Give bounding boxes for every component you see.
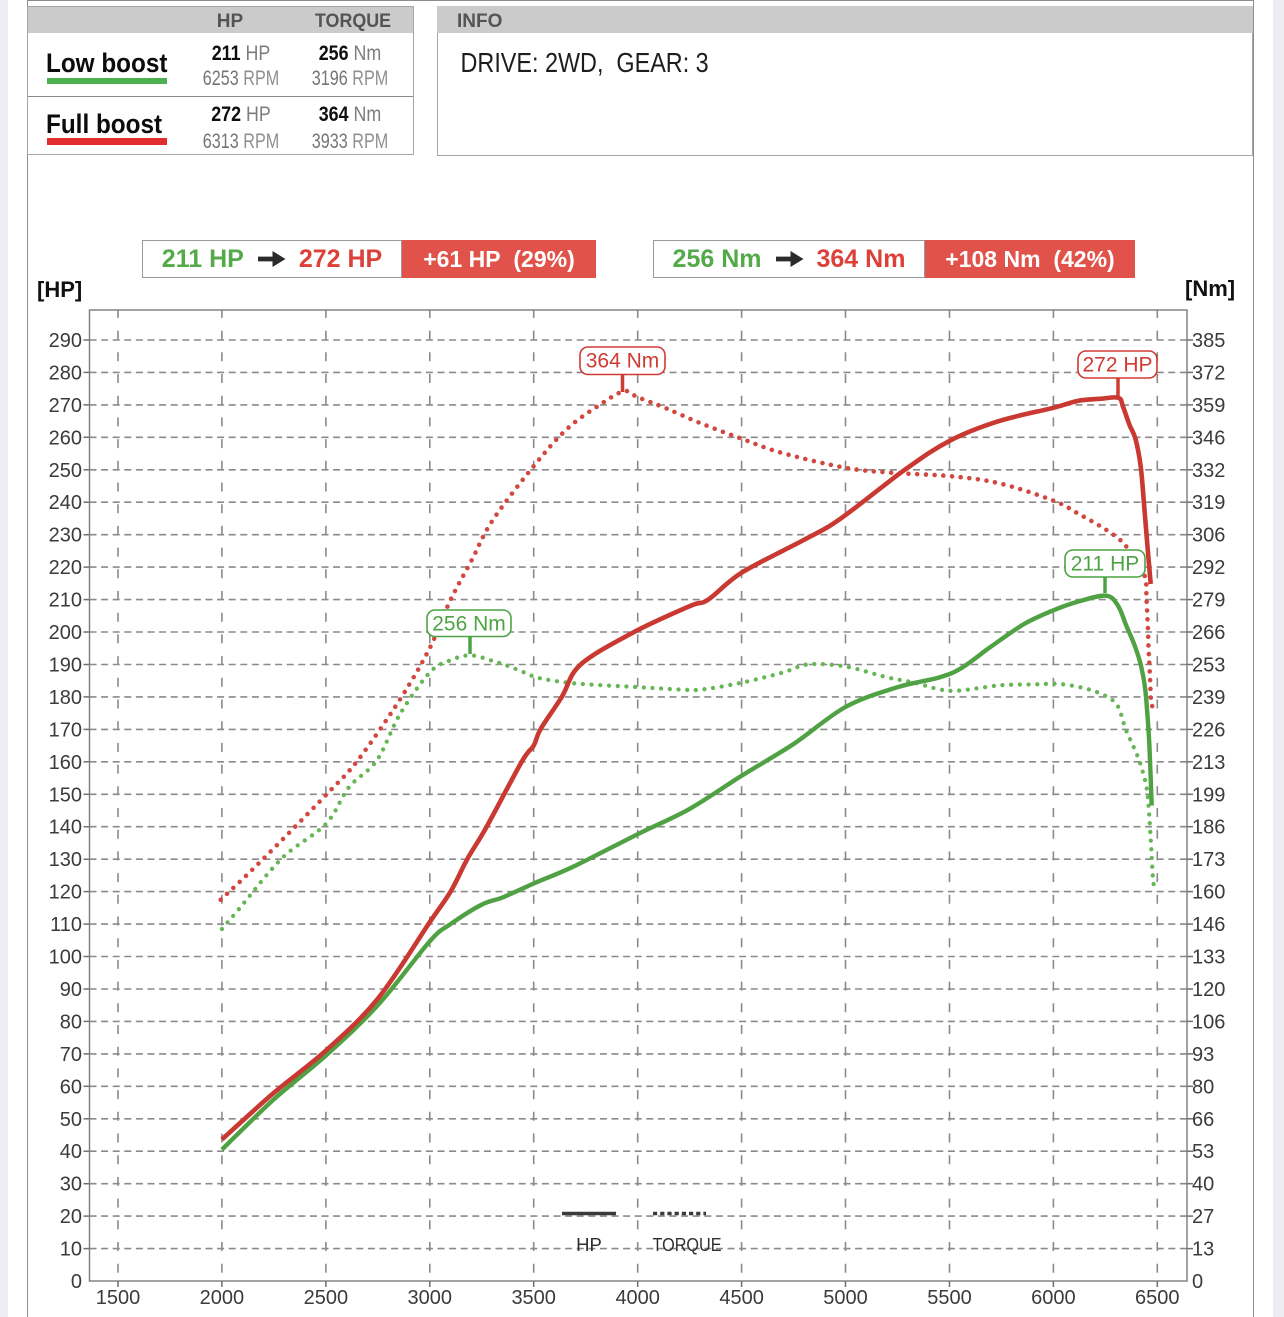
svg-text:160: 160 [49,752,82,774]
svg-text:319: 319 [1192,492,1225,514]
svg-text:130: 130 [49,849,82,871]
svg-text:290: 290 [49,330,82,352]
svg-text:120: 120 [1192,979,1225,1001]
svg-text:60: 60 [60,1076,82,1098]
svg-text:160: 160 [1192,882,1225,904]
svg-text:200: 200 [49,622,82,644]
svg-text:173: 173 [1192,849,1225,871]
svg-text:40: 40 [1192,1174,1214,1196]
svg-text:20: 20 [60,1206,82,1228]
svg-text:239: 239 [1192,687,1225,709]
svg-text:13: 13 [1192,1239,1214,1261]
svg-text:170: 170 [49,719,82,741]
svg-text:110: 110 [50,914,82,936]
svg-text:150: 150 [49,784,82,806]
svg-text:332: 332 [1192,460,1225,482]
svg-text:4500: 4500 [719,1287,764,1309]
svg-text:106: 106 [1192,1011,1225,1033]
svg-text:[HP]: [HP] [37,277,82,302]
svg-text:211 HP: 211 HP [1071,553,1140,576]
svg-text:80: 80 [60,1011,82,1033]
svg-text:213: 213 [1192,752,1225,774]
svg-text:93: 93 [1192,1044,1214,1066]
svg-text:226: 226 [1192,719,1225,741]
svg-text:256 Nm: 256 Nm [432,613,506,636]
svg-text:66: 66 [1192,1109,1214,1131]
svg-text:230: 230 [49,525,82,547]
svg-text:90: 90 [60,979,82,1001]
svg-text:5000: 5000 [823,1287,868,1309]
svg-text:50: 50 [60,1109,82,1131]
svg-text:306: 306 [1192,525,1225,547]
svg-text:220: 220 [49,557,82,579]
svg-text:270: 270 [49,395,82,417]
svg-text:253: 253 [1192,655,1225,677]
svg-text:TORQUE: TORQUE [653,1234,722,1255]
svg-text:1500: 1500 [96,1287,141,1309]
svg-text:140: 140 [49,817,82,839]
svg-text:199: 199 [1192,784,1225,806]
svg-text:272 HP: 272 HP [1082,354,1152,377]
svg-text:279: 279 [1192,590,1225,612]
svg-text:HP: HP [576,1234,602,1255]
svg-text:292: 292 [1192,557,1225,579]
svg-text:346: 346 [1192,427,1225,449]
svg-text:359: 359 [1192,395,1225,417]
svg-text:372: 372 [1192,362,1225,384]
svg-text:100: 100 [49,947,82,969]
svg-text:[Nm]: [Nm] [1185,276,1235,301]
svg-text:53: 53 [1192,1141,1214,1163]
svg-text:186: 186 [1192,817,1225,839]
svg-text:40: 40 [60,1141,82,1163]
svg-text:266: 266 [1192,622,1225,644]
svg-text:27: 27 [1192,1206,1214,1228]
svg-text:133: 133 [1192,947,1225,969]
svg-text:250: 250 [49,460,82,482]
svg-text:146: 146 [1192,914,1225,936]
svg-text:2500: 2500 [304,1287,349,1309]
svg-text:190: 190 [49,655,82,677]
svg-text:5500: 5500 [927,1287,972,1309]
svg-text:180: 180 [49,687,82,709]
svg-text:4000: 4000 [615,1287,660,1309]
svg-text:6500: 6500 [1135,1287,1180,1309]
svg-text:240: 240 [49,492,82,514]
svg-text:6000: 6000 [1031,1287,1076,1309]
svg-text:385: 385 [1192,330,1225,352]
svg-text:0: 0 [1192,1271,1203,1293]
svg-text:70: 70 [60,1044,82,1066]
svg-text:210: 210 [49,590,82,612]
svg-text:260: 260 [49,427,82,449]
svg-text:30: 30 [60,1174,82,1196]
svg-text:10: 10 [60,1239,82,1261]
svg-text:80: 80 [1192,1076,1214,1098]
svg-text:364 Nm: 364 Nm [586,350,660,373]
svg-text:280: 280 [49,362,82,384]
svg-text:3500: 3500 [511,1287,556,1309]
svg-text:3000: 3000 [408,1287,453,1309]
svg-text:120: 120 [49,882,82,904]
svg-text:0: 0 [71,1271,82,1293]
svg-text:2000: 2000 [200,1287,245,1309]
